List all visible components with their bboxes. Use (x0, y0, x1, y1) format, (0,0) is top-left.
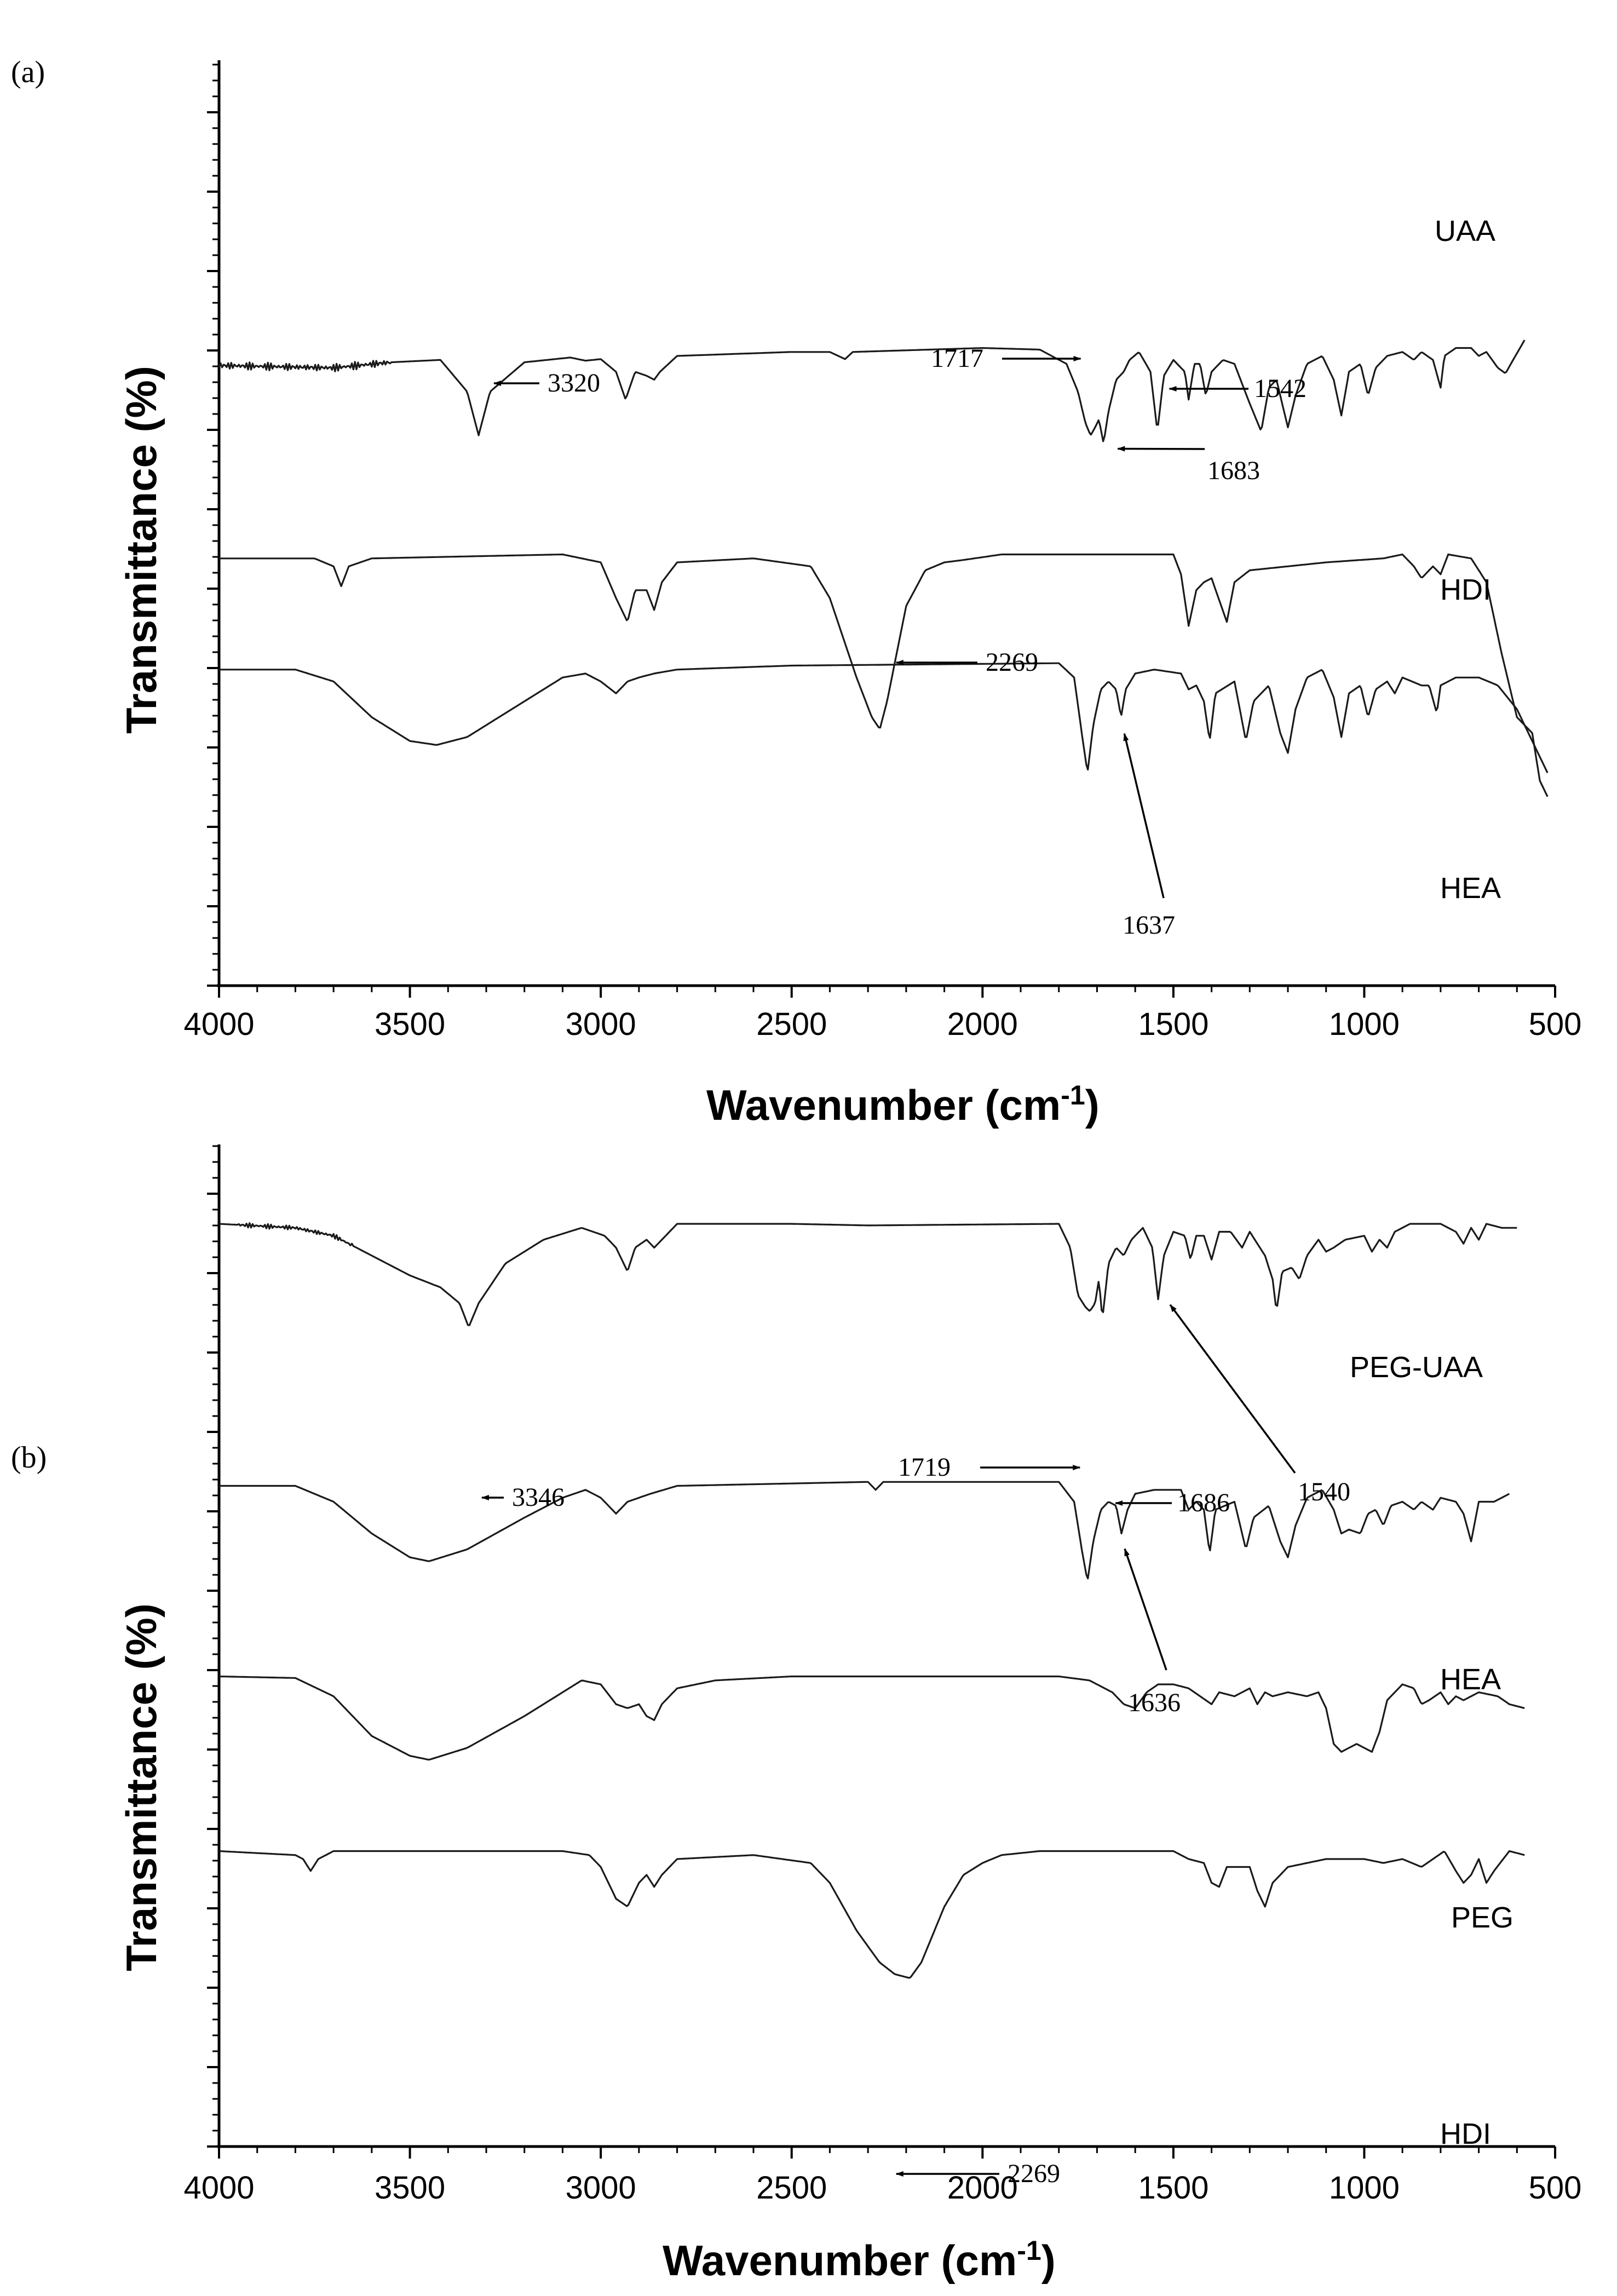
peak-annotations: 3346 1719 1686 1540 1636 2269 (481, 1304, 1350, 2188)
curve-label-peg: PEG (1451, 1901, 1514, 1934)
x-axis-title: Wavenumber (cm-1) (663, 2235, 1056, 2285)
peak-arrow-1540 (1169, 1304, 1296, 1474)
peak-arrow-1637 (1123, 733, 1165, 899)
spectrum-hdi (219, 553, 1549, 797)
curve-labels: UAA HDI HEA (1435, 215, 1501, 905)
spectrum-hea (219, 1481, 1510, 1580)
peak-label-3346: 3346 (512, 1483, 565, 1512)
x-axis: 4000 3500 3000 2500 2000 1500 1000 500 (183, 2145, 1582, 2206)
spectra (218, 1222, 1525, 1979)
x-tick-label: 3000 (566, 1006, 636, 1042)
peak-label-1540: 1540 (1298, 1477, 1350, 1506)
peak-label-1719: 1719 (898, 1453, 951, 1482)
y-axis-title: Transmittance (%) (117, 366, 165, 734)
peak-arrow-1683 (1117, 446, 1205, 452)
peak-label-1683: 1683 (1207, 456, 1260, 485)
peak-label-1637: 1637 (1123, 911, 1175, 940)
curve-label-hea: HEA (1440, 872, 1501, 905)
x-tick-label: 3500 (375, 2170, 445, 2206)
spectra (218, 339, 1549, 797)
y-axis (207, 60, 221, 987)
panel-b: (b) 4000 3500 3000 2500 2000 1500 1000 500 PEG-… (11, 1144, 1581, 2285)
curve-label-hdi: HDI (1440, 2117, 1491, 2150)
x-tick-label: 4000 (183, 2170, 254, 2206)
peak-annotations: 3320 1717 1683 1542 2269 1637 (493, 344, 1307, 940)
x-tick-label: 3000 (566, 2170, 636, 2206)
x-tick-label: 1500 (1138, 2170, 1209, 2206)
x-tick-label: 3500 (375, 1006, 445, 1042)
peak-label-2269: 2269 (986, 648, 1038, 677)
x-tick-label: 500 (1529, 2170, 1582, 2206)
curve-labels: PEG-UAA HEA PEG HDI (1350, 1351, 1514, 2150)
spectrum-peg-uaa (218, 1222, 1517, 1326)
x-tick-label: 2500 (756, 2170, 827, 2206)
peak-label-1636: 1636 (1128, 1688, 1181, 1717)
peak-arrow-1636 (1124, 1548, 1167, 1671)
x-tick-label: 2500 (756, 1006, 827, 1042)
peak-label-3320: 3320 (548, 369, 600, 398)
x-tick-label: 500 (1529, 1006, 1582, 1042)
x-tick-label: 4000 (183, 1006, 254, 1042)
spectrum-hdi (218, 1850, 1525, 1979)
peak-label-1542: 1542 (1254, 374, 1307, 403)
peak-label-2269: 2269 (1008, 2159, 1060, 2188)
x-tick-label: 2000 (947, 1006, 1018, 1042)
panel-label: (b) (11, 1441, 47, 1475)
curve-label-hdi: HDI (1440, 573, 1491, 606)
panel-a: (a) 4000 3500 3000 2500 2000 1500 1000 500 UAA H… (11, 55, 1581, 1129)
peak-label-1717: 1717 (931, 344, 983, 373)
x-tick-label: 1500 (1138, 1006, 1209, 1042)
x-tick-label: 1000 (1329, 2170, 1400, 2206)
peak-label-1686: 1686 (1177, 1488, 1230, 1517)
curve-label-hea: HEA (1440, 1663, 1501, 1696)
spectrum-peg (218, 1675, 1525, 1761)
y-axis-title: Transmittance (%) (117, 1603, 165, 1971)
curve-label-uaa: UAA (1435, 215, 1495, 248)
curve-label-peg-uaa: PEG-UAA (1350, 1351, 1483, 1384)
panel-label: (a) (11, 55, 45, 89)
spectrum-uaa (218, 339, 1526, 442)
x-tick-label: 2000 (947, 2170, 1018, 2206)
x-tick-label: 1000 (1329, 1006, 1400, 1042)
y-axis (207, 1144, 221, 2148)
x-axis-title: Wavenumber (cm-1) (706, 1080, 1100, 1129)
x-axis: 4000 3500 3000 2500 2000 1500 1000 500 (183, 984, 1582, 1042)
spectrum-hea (219, 662, 1549, 773)
